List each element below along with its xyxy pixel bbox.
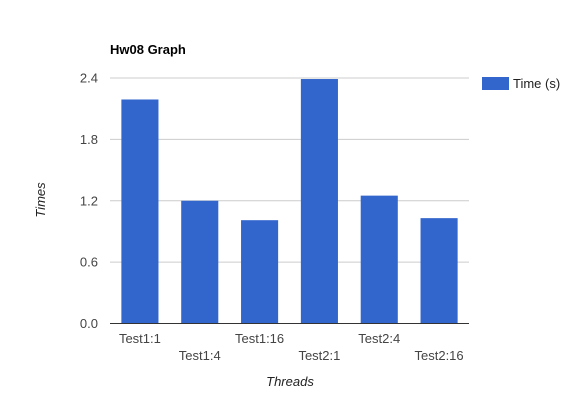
legend: Time (s): [482, 76, 560, 91]
chart-title: Hw08 Graph: [110, 42, 186, 57]
x-axis-ticks: Test1:1 Test1:4 Test1:16 Test2:1 Test2:4 Test…: [119, 331, 464, 363]
bar: [241, 220, 279, 324]
x-tick-label: Test2:4: [358, 331, 400, 346]
x-tick-label: Test2:1: [298, 348, 340, 363]
y-tick-label: 0.0: [80, 316, 98, 331]
legend-swatch: [482, 77, 509, 90]
y-tick-label: 0.6: [80, 255, 98, 270]
gridlines: [110, 77, 469, 263]
y-tick-label: 1.2: [80, 193, 98, 208]
x-tick-label: Test1:4: [179, 348, 221, 363]
x-tick-label: Test1:1: [119, 331, 161, 346]
bar: [181, 200, 219, 324]
y-axis-ticks: 0.0 0.6 1.2 1.8 2.4: [80, 71, 98, 332]
bars: [121, 79, 458, 324]
x-tick-label: Test1:16: [235, 331, 284, 346]
bar: [121, 99, 159, 324]
y-axis-title: Times: [33, 182, 48, 218]
bar: [360, 195, 398, 324]
bar: [300, 79, 338, 324]
y-tick-label: 2.4: [80, 71, 98, 86]
x-axis-title: Threads: [266, 374, 314, 389]
legend-label: Time (s): [513, 76, 560, 91]
bar: [420, 218, 458, 324]
y-tick-label: 1.8: [80, 132, 98, 147]
x-tick-label: Test2:16: [415, 348, 464, 363]
